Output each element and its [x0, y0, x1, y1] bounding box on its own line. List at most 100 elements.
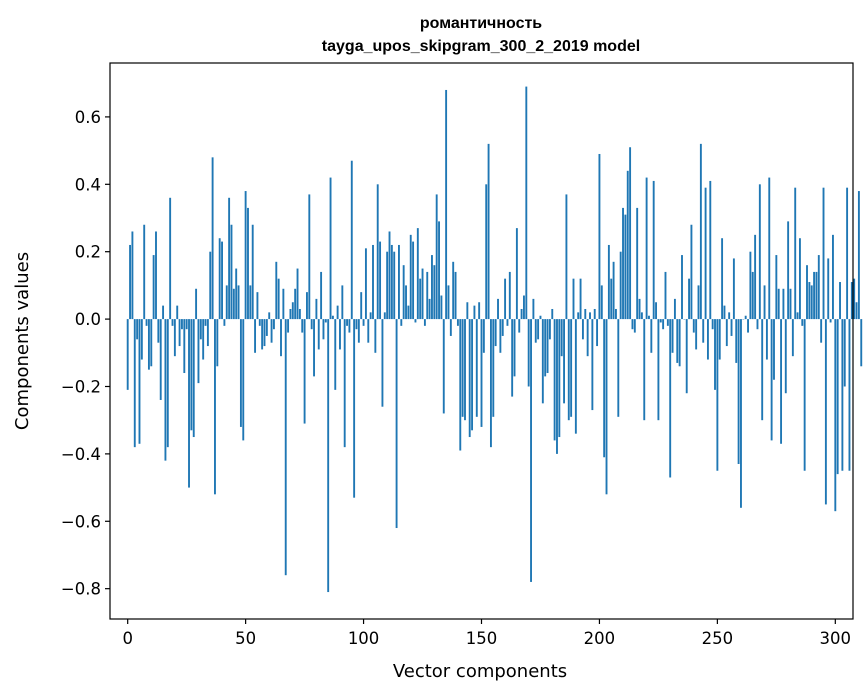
bar-43 — [228, 197, 231, 320]
bar-226 — [659, 319, 662, 323]
bar-149 — [478, 302, 481, 320]
bar-14 — [159, 319, 162, 400]
bar-164 — [513, 319, 516, 377]
bar-190 — [574, 319, 577, 434]
bar-254 — [725, 319, 728, 347]
bar-62 — [272, 319, 275, 330]
bar-86 — [329, 177, 332, 320]
bar-118 — [405, 285, 407, 320]
x-tick-label: 250 — [702, 629, 734, 648]
y-tick-label: −0.8 — [61, 580, 101, 599]
bar-102 — [367, 319, 370, 343]
bar-5 — [138, 319, 141, 444]
bar-267 — [756, 319, 759, 330]
bar-89 — [336, 305, 339, 320]
y-tick-label: −0.4 — [61, 445, 101, 464]
bar-110 — [386, 251, 389, 320]
bar-120 — [409, 234, 412, 320]
bar-56 — [258, 319, 261, 326]
bar-92 — [343, 319, 346, 448]
bar-260 — [740, 319, 742, 508]
bar-47 — [237, 285, 240, 320]
bar-88 — [334, 319, 337, 390]
bar-281 — [789, 288, 792, 320]
x-tick-label: 0 — [122, 629, 133, 648]
bar-0 — [126, 319, 129, 390]
bar-259 — [737, 319, 740, 464]
bar-283 — [794, 187, 797, 320]
bar-45 — [232, 288, 235, 320]
bar-24 — [183, 319, 186, 374]
bar-289 — [808, 282, 811, 320]
bar-125 — [421, 268, 424, 320]
bar-44 — [230, 224, 233, 320]
bar-108 — [381, 319, 384, 407]
bar-25 — [185, 319, 188, 330]
bar-19 — [171, 319, 174, 326]
bar-91 — [341, 285, 344, 320]
bar-249 — [714, 319, 716, 390]
bar-96 — [353, 319, 356, 498]
bar-2 — [131, 231, 134, 320]
bar-127 — [426, 271, 429, 320]
bar-121 — [412, 241, 415, 320]
bar-113 — [393, 251, 396, 320]
bar-10 — [150, 319, 153, 367]
bar-116 — [400, 319, 403, 326]
bar-143 — [464, 319, 466, 421]
y-tick-label: −0.6 — [61, 512, 101, 531]
bar-63 — [275, 261, 278, 320]
bar-264 — [749, 251, 752, 320]
bar-99 — [360, 292, 363, 320]
bar-311 — [860, 319, 863, 367]
bar-67 — [284, 319, 287, 576]
bar-39 — [218, 238, 221, 320]
bar-157 — [497, 298, 499, 320]
bar-8 — [145, 319, 148, 326]
x-tick-label: 300 — [820, 629, 852, 648]
bar-100 — [362, 319, 365, 326]
bar-196 — [589, 312, 591, 320]
bar-220 — [645, 177, 648, 320]
bar-95 — [350, 160, 353, 320]
y-tick-label: 0.6 — [75, 108, 101, 127]
bar-216 — [636, 207, 639, 320]
bar-98 — [357, 319, 360, 343]
bar-205 — [610, 278, 613, 320]
bar-123 — [416, 228, 419, 320]
y-tick-label: −0.2 — [61, 377, 101, 396]
bar-168 — [523, 295, 525, 320]
bar-133 — [440, 295, 443, 320]
bar-172 — [532, 298, 535, 320]
bar-203 — [605, 319, 608, 495]
bar-233 — [676, 319, 679, 363]
bar-34 — [206, 319, 209, 347]
bar-1 — [129, 244, 131, 320]
bar-280 — [787, 221, 790, 320]
x-tick-label: 100 — [348, 629, 380, 648]
bar-107 — [379, 241, 382, 320]
bar-269 — [761, 319, 764, 421]
bar-28 — [192, 319, 195, 438]
bar-64 — [277, 278, 280, 320]
bar-187 — [567, 319, 570, 421]
bar-22 — [178, 319, 181, 347]
bar-50 — [244, 191, 247, 320]
bar-71 — [294, 288, 297, 320]
bar-79 — [313, 319, 315, 377]
bar-295 — [822, 187, 825, 320]
y-axis-ticks: −0.8 −0.6 −0.4 −0.2 0.0 0.2 0.4 0.6 — [61, 108, 110, 599]
bar-69 — [289, 308, 292, 320]
bar-101 — [364, 248, 367, 320]
bar-262 — [744, 315, 747, 320]
bar-81 — [317, 319, 320, 350]
bar-304 — [843, 319, 846, 387]
bar-271 — [765, 319, 768, 360]
bar-178 — [546, 319, 549, 374]
bar-278 — [782, 288, 785, 320]
bar-182 — [556, 319, 558, 454]
x-axis-label: Vector components — [393, 661, 567, 682]
bar-55 — [256, 292, 259, 320]
bar-94 — [348, 319, 351, 333]
bar-167 — [520, 308, 523, 320]
